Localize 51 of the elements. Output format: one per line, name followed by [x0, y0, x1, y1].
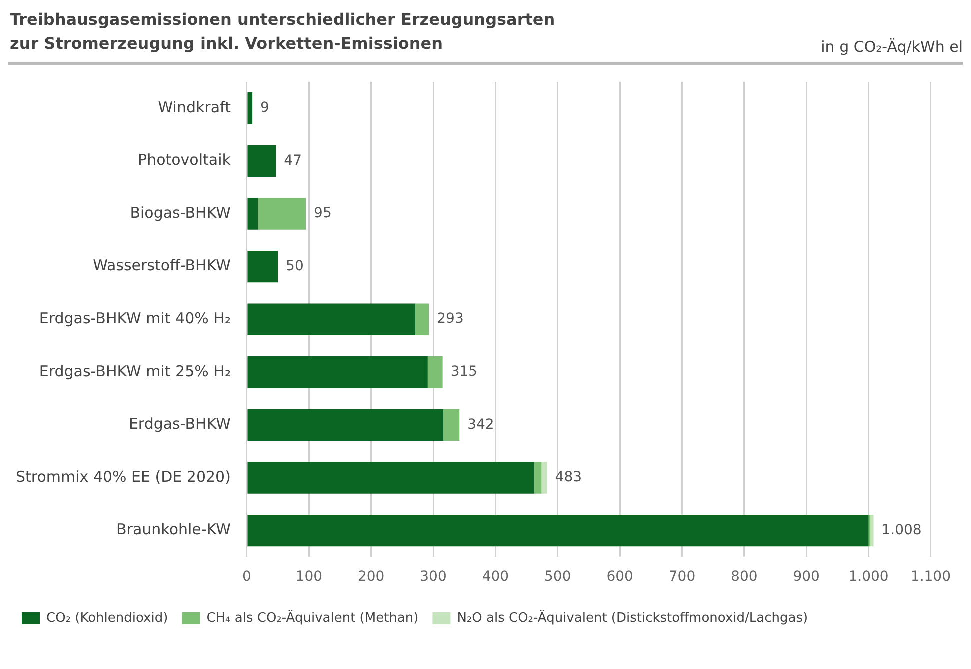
- x-tick-label: 900: [793, 569, 820, 586]
- bar: [248, 356, 428, 388]
- x-tick-label: 1.000: [848, 569, 889, 586]
- x-tick-label: 300: [420, 569, 447, 586]
- bar: [248, 198, 258, 230]
- total-label: 9: [260, 100, 270, 116]
- x-tick-label: 400: [482, 569, 510, 586]
- x-tick-label: 800: [731, 569, 758, 586]
- bar: [542, 462, 548, 494]
- chart-subtitle: in g CO₂-Äq/kWh el: [821, 38, 963, 56]
- bar: [443, 409, 460, 442]
- bar: [248, 145, 276, 178]
- bar: [415, 304, 430, 336]
- chart-title: Treibhausgasemissionen unterschiedlicher Erzeugungsarten zur Stromerzeugung inkl. Vorketten-Emissionen: [10, 9, 556, 55]
- bar: [534, 462, 542, 494]
- legend-label: CO₂ (Kohlendioxid): [46, 610, 168, 626]
- bar: [248, 462, 534, 494]
- x-tick-label: 600: [606, 569, 634, 586]
- y-tick-label: Erdgas-BHKW: [128, 415, 232, 434]
- total-label: 483: [555, 470, 582, 486]
- bar: [248, 250, 278, 283]
- y-tick-label: Wasserstoff-BHKW: [93, 256, 232, 275]
- y-tick-label: Biogas-BHKW: [130, 204, 232, 222]
- total-label: 95: [314, 206, 332, 222]
- x-tick-label: 100: [296, 569, 323, 586]
- total-label: 293: [437, 311, 464, 328]
- x-tick-label: 0: [242, 569, 252, 586]
- bar: [870, 514, 874, 547]
- total-label: 47: [284, 152, 302, 169]
- x-tick-label: 200: [358, 569, 385, 586]
- total-label: 50: [286, 258, 304, 274]
- bar: [248, 514, 869, 547]
- total-label: 1.008: [882, 522, 922, 538]
- x-tick-label: 500: [544, 569, 572, 586]
- bar: [428, 356, 443, 388]
- y-tick-label: Windkraft: [158, 98, 232, 116]
- x-tick-label: 700: [668, 569, 696, 586]
- bar: [258, 198, 306, 230]
- bar: [248, 92, 253, 124]
- bar: [248, 409, 444, 442]
- y-tick-label: Erdgas-BHKW mit 25% H₂: [39, 362, 231, 380]
- y-tick-label: Photovoltaik: [138, 151, 232, 170]
- total-label: 342: [468, 416, 494, 433]
- x-tick-label: 1.100: [910, 569, 952, 586]
- y-tick-label: Strommix 40% EE (DE 2020): [16, 468, 231, 486]
- y-tick-label: Erdgas-BHKW mit 40% H₂: [39, 309, 231, 328]
- y-tick-label: Braunkohle-KW: [116, 520, 232, 539]
- legend-label: N₂O als CO₂-Äquivalent (Distickstoffmonoxid/Lachgas): [457, 610, 808, 626]
- legend-label: CH₄ als CO₂-Äquivalent (Methan): [206, 610, 419, 626]
- bar: [248, 304, 416, 336]
- total-label: 315: [450, 364, 478, 380]
